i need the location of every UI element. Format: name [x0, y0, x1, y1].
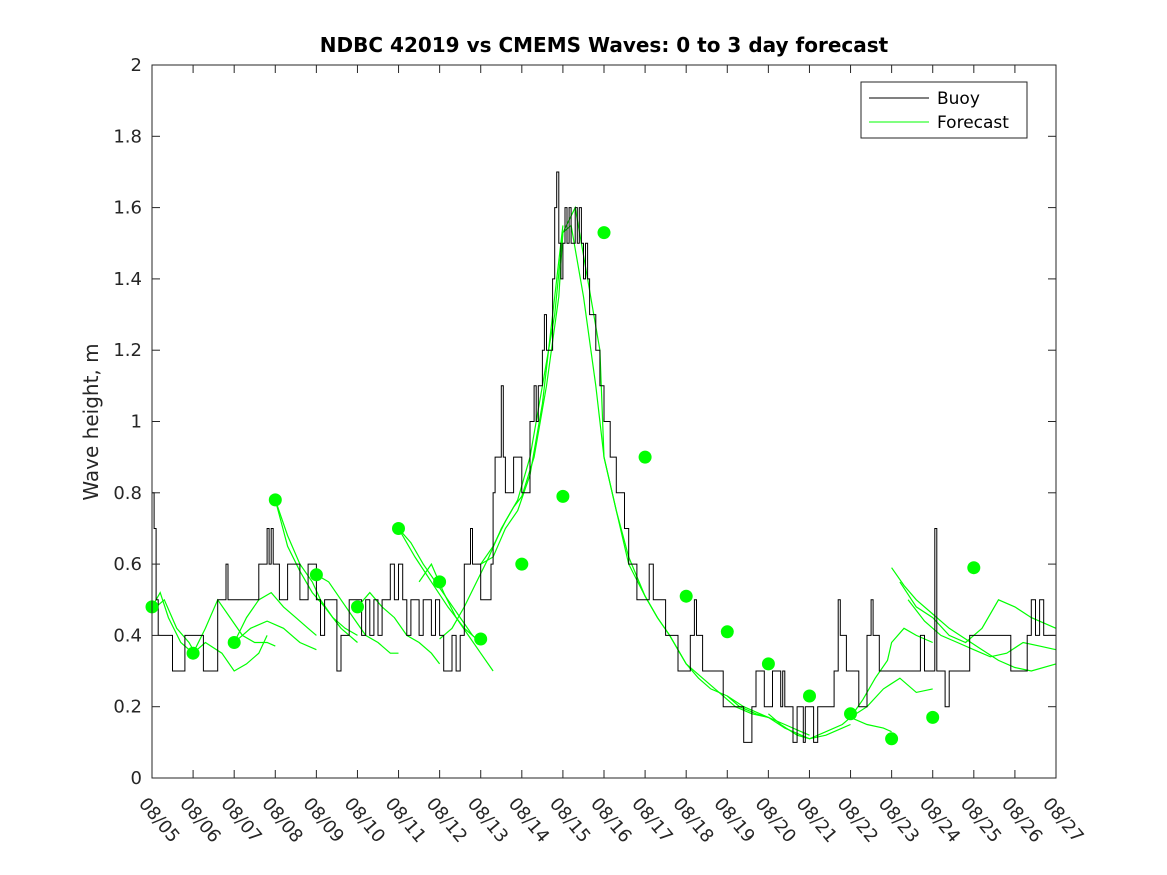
forecast-line-11: [398, 528, 482, 643]
x-tick-label-6: 08/11: [381, 794, 430, 847]
forecast-marker-17: [803, 689, 816, 703]
y-tick-label-9: 1.8: [113, 126, 142, 147]
x-tick-label-16: 08/21: [792, 794, 841, 847]
forecast-line-13: [418, 562, 494, 672]
forecast-line-3: [192, 598, 276, 654]
x-tick-label-3: 08/08: [257, 794, 306, 847]
x-tick-label-15: 08/20: [751, 794, 800, 847]
legend-box: [860, 81, 1028, 139]
y-tick-label-7: 1.4: [113, 269, 142, 290]
forecast-line-6: [233, 620, 317, 651]
y-tick-label-5: 1: [131, 412, 142, 433]
y-axis-label: Wave height, m: [79, 343, 103, 500]
x-tick-label-8: 08/13: [463, 794, 512, 847]
y-tick-label-4: 0.8: [113, 483, 142, 504]
x-tick-label-19: 08/24: [915, 794, 964, 847]
forecast-marker-14: [679, 589, 693, 603]
forecast-line-28: [907, 599, 1057, 658]
x-tick-label-2: 08/07: [216, 794, 265, 847]
x-tick-label-20: 08/25: [956, 794, 1005, 847]
forecast-line-5: [233, 591, 317, 643]
forecast-marker-2: [186, 646, 200, 660]
y-tick-label-1: 0.2: [113, 697, 142, 718]
x-tick-label-7: 08/12: [422, 794, 471, 847]
x-tick-label-14: 08/19: [709, 794, 758, 847]
buoy-line: [152, 171, 1056, 743]
forecast-marker-11: [556, 489, 570, 503]
forecast-marker-12: [597, 226, 611, 240]
y-tick-label-0: 0: [131, 768, 142, 789]
y-tick-label-3: 0.6: [113, 554, 142, 575]
x-tick-label-4: 08/09: [299, 794, 348, 847]
forecast-marker-15: [720, 625, 734, 639]
forecast-marker-13: [638, 450, 652, 464]
forecast-line-8: [274, 499, 358, 643]
forecast-line-4: [192, 635, 268, 672]
chart-title: NDBC 42019 vs CMEMS Waves: 0 to 3 day fo…: [320, 33, 889, 57]
forecast-line-20: [644, 595, 769, 718]
legend-label-forecast: Forecast: [937, 113, 1009, 133]
forecast-line-10: [357, 591, 441, 665]
forecast-marker-3: [227, 636, 241, 649]
x-tick-label-5: 08/10: [340, 794, 389, 847]
forecast-line-9: [316, 574, 399, 654]
forecast-marker-5: [309, 568, 323, 582]
x-tick-label-21: 08/26: [997, 794, 1046, 847]
y-tick-label-6: 1.2: [113, 340, 142, 361]
plot-area: 00.20.40.60.811.21.41.61.8208/0508/0608/…: [113, 55, 1087, 847]
forecast-line-23: [768, 713, 892, 740]
y-tick-label-2: 0.4: [113, 625, 142, 646]
x-tick-label-9: 08/14: [504, 794, 553, 847]
forecast-marker-18: [844, 707, 857, 721]
x-tick-label-12: 08/17: [627, 794, 676, 847]
forecast-marker-4: [268, 493, 282, 507]
x-tick-label-22: 08/27: [1038, 794, 1087, 847]
forecast-marker-21: [967, 561, 981, 575]
y-tick-label-10: 2: [131, 55, 142, 76]
x-tick-label-11: 08/16: [586, 794, 635, 847]
forecast-line-26: [891, 567, 1057, 672]
y-tick-label-8: 1.6: [113, 198, 142, 219]
forecast-line-25: [850, 677, 933, 718]
forecast-marker-6: [351, 600, 364, 614]
forecast-line-24: [850, 627, 933, 718]
x-tick-label-18: 08/23: [874, 794, 923, 847]
forecast-marker-9: [474, 632, 488, 646]
legend: Buoy Forecast: [860, 81, 1028, 139]
x-tick-label-10: 08/15: [545, 794, 594, 847]
forecast-line-12: [397, 528, 482, 643]
forecast-line-18: [562, 224, 646, 597]
legend-label-buoy: Buoy: [937, 89, 980, 109]
x-tick-label-0: 08/05: [134, 794, 183, 847]
x-tick-label-17: 08/22: [833, 794, 882, 847]
forecast-marker-8: [433, 575, 447, 589]
x-tick-label-1: 08/06: [175, 794, 224, 847]
forecast-marker-20: [926, 710, 940, 724]
forecast-marker-16: [761, 657, 775, 671]
forecast-marker-10: [515, 557, 529, 571]
forecast-line-2: [151, 598, 194, 650]
forecast-marker-7: [392, 522, 405, 535]
forecast-marker-19: [885, 732, 899, 746]
x-tick-label-13: 08/18: [668, 794, 717, 847]
